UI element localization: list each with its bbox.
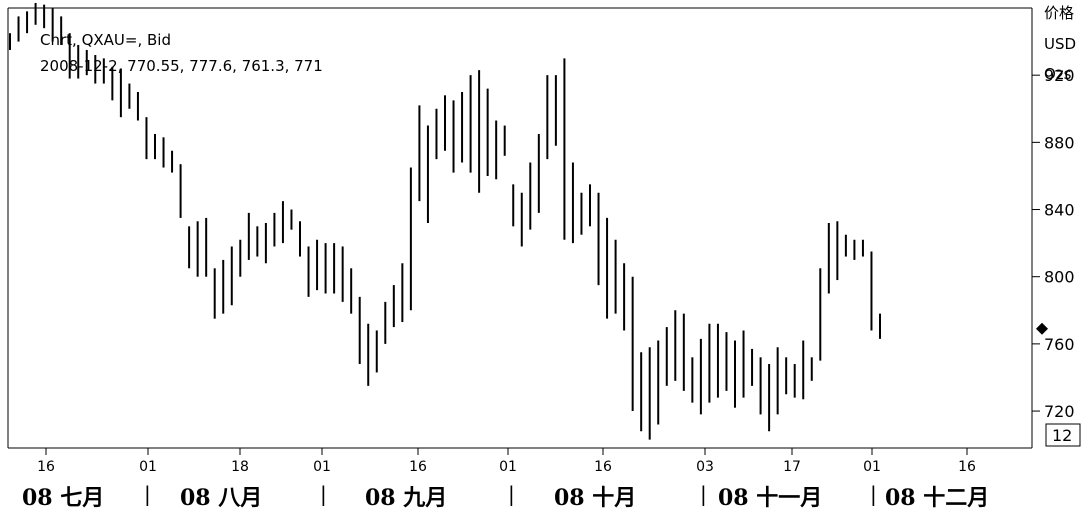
x-tick-label: 16 <box>409 459 427 475</box>
x-tick-label: 16 <box>594 459 612 475</box>
x-tick-label: 16 <box>958 459 976 475</box>
x-tick-label: 01 <box>863 459 881 475</box>
x-tick-label: 01 <box>313 459 331 475</box>
y-tick-label: 720 <box>1044 402 1075 421</box>
month-label-oct: 08 十月 <box>554 485 637 511</box>
month-label-nov: 08 十一月 <box>718 485 823 511</box>
x-tick-label: 18 <box>231 459 249 475</box>
month-label-dec: 08 十二月 <box>885 485 990 511</box>
series-legend: Chrt, QXAU=, Bid <box>40 31 171 49</box>
month-separator: | <box>320 482 327 506</box>
x-tick-label: 16 <box>37 459 55 475</box>
y-axis-header-label: 价格 <box>1044 4 1074 22</box>
month-separator: | <box>700 482 707 506</box>
ohlc-readout: 2008-12-2, 770.55, 777.6, 761.3, 771 <box>40 57 323 75</box>
axis-box <box>1045 423 1081 447</box>
x-tick-label: 03 <box>696 459 714 475</box>
month-label-aug: 08 八月 <box>180 485 263 511</box>
y-tick-label: 880 <box>1044 133 1075 152</box>
y-tick-label: 760 <box>1044 335 1075 354</box>
x-tick-label: 01 <box>499 459 517 475</box>
y-tick-label: 920 <box>1044 66 1075 85</box>
month-separator: | <box>144 482 151 506</box>
x-tick-label: 01 <box>139 459 157 475</box>
x-axis: 16 01 18 01 16 01 16 03 17 01 16 <box>37 448 976 475</box>
y-tick-label: 800 <box>1044 268 1075 287</box>
y-axis-header-label: USD <box>1044 35 1076 53</box>
axis-box-label: 12 <box>1052 426 1072 445</box>
month-separator: | <box>508 482 515 506</box>
current-value-marker <box>1036 322 1048 335</box>
month-label-sep: 08 九月 <box>365 485 448 511</box>
month-separator: | <box>870 482 877 506</box>
y-axis-header-label: Ozs <box>1044 65 1072 83</box>
x-tick-label: 17 <box>783 459 801 475</box>
month-label-jul: 08 七月 <box>22 485 105 511</box>
ohlc-bars <box>9 2 881 440</box>
y-tick-label: 840 <box>1044 201 1075 220</box>
